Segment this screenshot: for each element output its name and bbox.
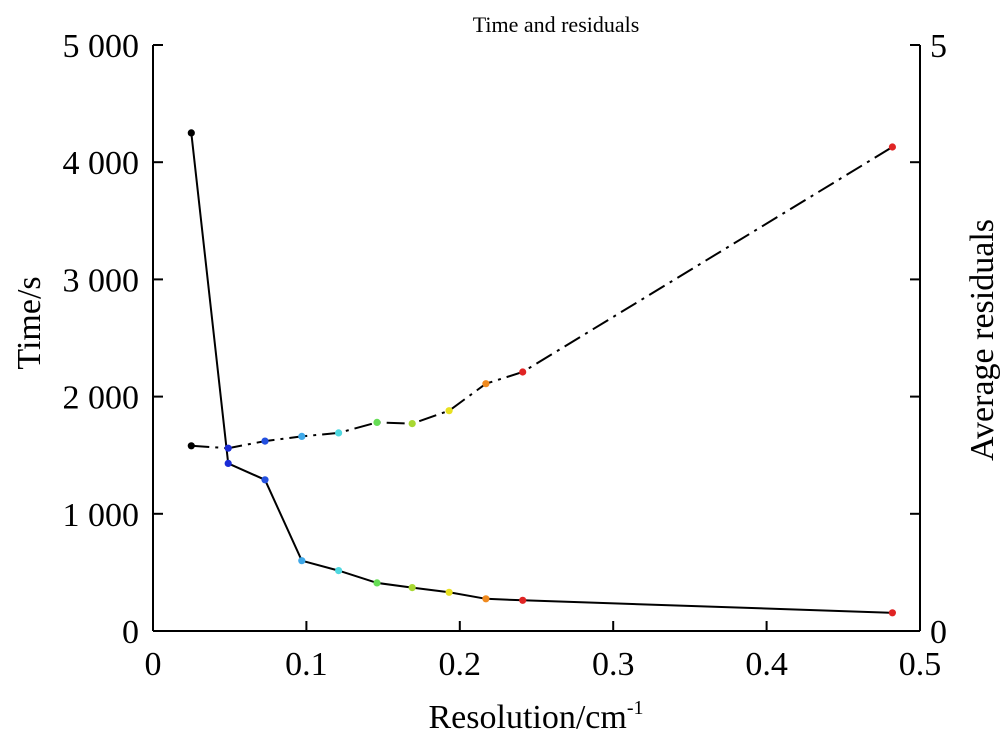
x-axis-label-superscript: -1	[627, 697, 644, 719]
series-1-point	[187, 129, 195, 137]
x-tick-label: 0.3	[592, 646, 635, 683]
y-left-tick-label: 4 000	[63, 145, 140, 182]
series-line-2	[191, 146, 893, 450]
series-2-point	[482, 380, 490, 388]
series-1-point	[335, 567, 343, 575]
series-lines	[190, 132, 893, 614]
x-tick-label: 0.1	[285, 646, 328, 683]
chart-title: Time and residuals	[473, 12, 640, 37]
series-1-point	[519, 596, 527, 604]
series-1-point	[445, 588, 453, 596]
series-1-point	[482, 595, 490, 603]
x-tick-label: 0.5	[899, 646, 942, 683]
x-tick-label: 0.2	[439, 646, 482, 683]
y-left-tick-label: 1 000	[63, 497, 140, 534]
y-right-tick-label: 0	[930, 614, 947, 651]
series-1-point	[261, 476, 269, 484]
series-2-point	[298, 432, 306, 440]
left-y-axis-label: Time/s	[11, 276, 48, 369]
series-2-point	[445, 407, 453, 415]
series-1-point	[408, 584, 416, 592]
series-2-point	[187, 442, 195, 450]
series-1-point	[224, 459, 232, 467]
y-left-tick-label: 5 000	[63, 28, 140, 65]
series-line-1	[190, 132, 893, 614]
series-2-point	[224, 444, 232, 452]
series-1-point	[298, 557, 306, 565]
series-2-point	[335, 429, 343, 437]
x-axis-label: Resolution/cm-1	[429, 697, 644, 736]
axes	[152, 45, 921, 632]
y-left-tick-label: 2 000	[63, 380, 140, 417]
series-2-point	[408, 420, 416, 428]
x-tick-label: 0.4	[745, 646, 788, 683]
series-1-point	[888, 609, 897, 617]
series-2-point	[888, 143, 897, 151]
y-left-tick-label: 3 000	[63, 262, 140, 299]
x-axis-label-text: Resolution/cm	[429, 699, 627, 736]
series-2-point	[373, 418, 381, 426]
y-right-tick-label: 5	[930, 28, 947, 65]
series-1-point	[373, 579, 381, 587]
series-2-point	[519, 368, 527, 376]
y-left-tick-label: 0	[122, 614, 139, 651]
right-y-axis-label: Average residuals	[964, 219, 1000, 461]
series-2-point	[261, 437, 269, 445]
data-points	[187, 129, 897, 617]
x-tick-label: 0	[145, 646, 162, 683]
